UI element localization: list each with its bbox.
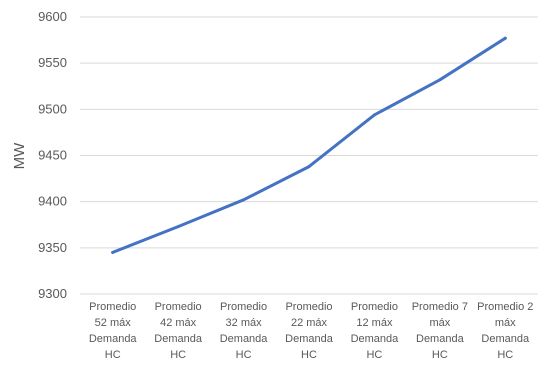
y-tick-label-9400: 9400: [38, 194, 67, 209]
data-point-1: [111, 250, 115, 254]
y-tick-label-9450: 9450: [38, 148, 67, 163]
y-tick-label-9300: 9300: [38, 286, 67, 301]
x-tick-label-7: Promedio 2 máx Demanda HC: [477, 301, 533, 361]
x-tick-label-1: Promedio 52 máx Demanda HC: [89, 301, 138, 361]
x-axis-ticks: Promedio 52 máx Demanda HC Promedio 42 máx Dem…: [89, 301, 534, 361]
y-tick-label-9550: 9550: [38, 55, 67, 70]
x-tick-label-3: Promedio 32 máx Demanda HC: [220, 301, 269, 361]
data-point-4: [307, 165, 311, 169]
gridlines: [80, 16, 538, 295]
y-tick-label-9600: 9600: [38, 9, 67, 24]
data-point-7: [503, 36, 507, 40]
x-tick-label-4: Promedio 22 máx Demanda HC: [285, 301, 334, 361]
x-tick-label-5: Promedio 12 máx Demanda HC: [351, 301, 400, 361]
y-tick-label-9350: 9350: [38, 240, 67, 255]
x-tick-label-6: Promedio 7 máx Demanda HC: [412, 301, 468, 361]
y-tick-label-9500: 9500: [38, 101, 67, 116]
x-tick-label-2: Promedio 42 máx Demanda HC: [154, 301, 203, 361]
data-point-6: [438, 78, 442, 82]
y-axis-title: MW: [11, 142, 28, 169]
data-point-5: [372, 113, 376, 117]
series-group: [111, 36, 507, 254]
data-point-3: [242, 198, 246, 202]
y-axis-ticks: 9300 9350 9400 9450 9500 9550 9600: [38, 9, 67, 301]
data-point-2: [176, 225, 180, 229]
series-line-1: [111, 36, 507, 254]
